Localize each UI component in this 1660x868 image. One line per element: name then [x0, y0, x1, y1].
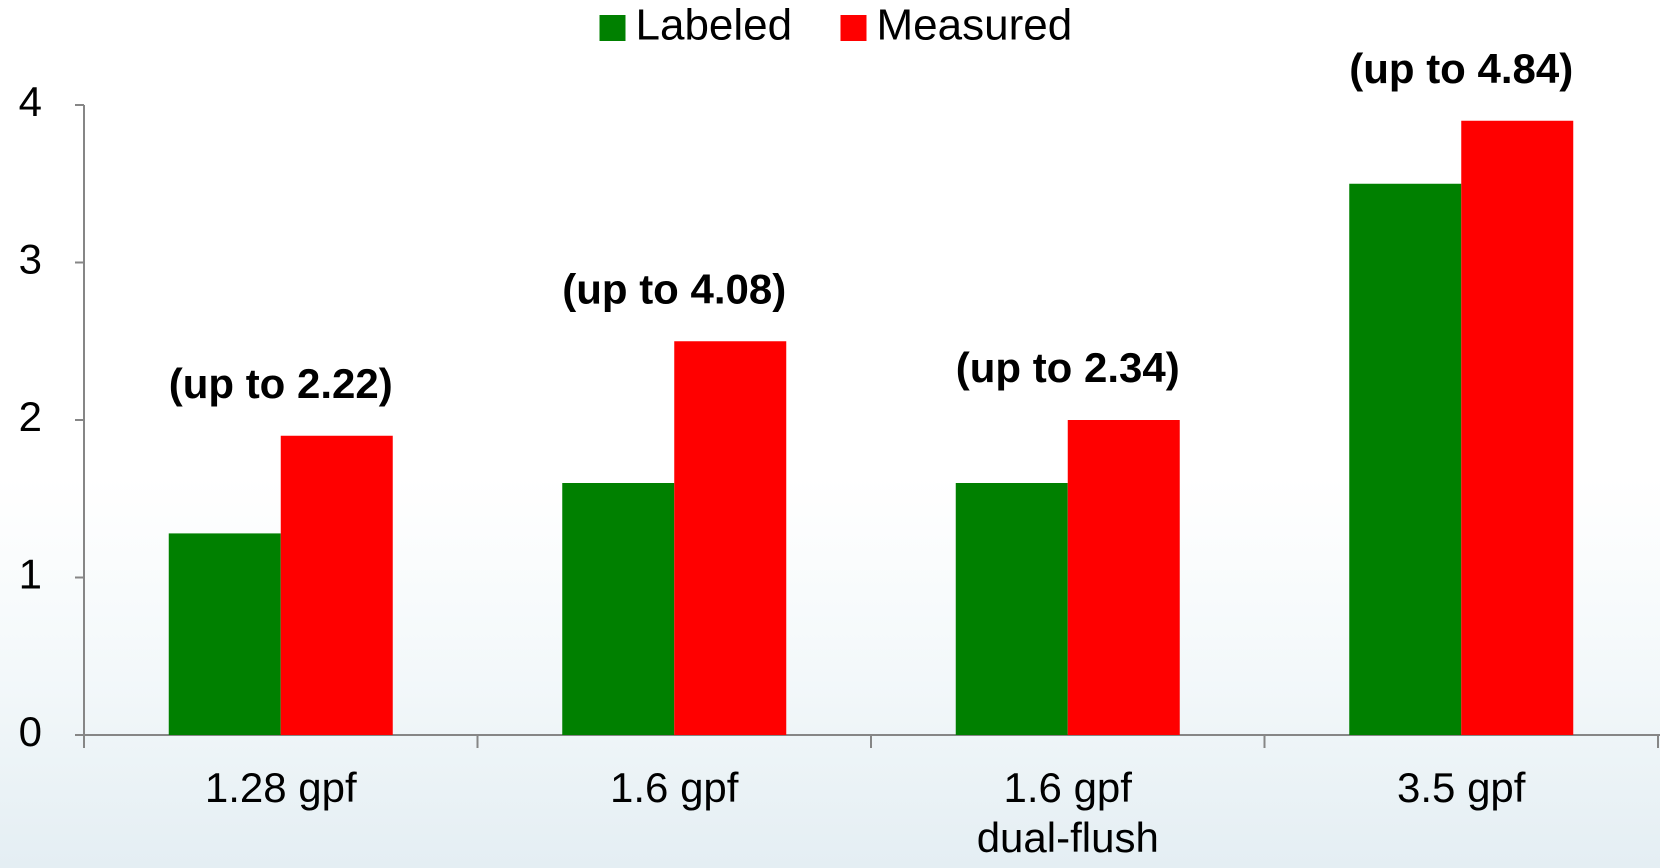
bar-labeled-4 — [1349, 183, 1462, 735]
x-category-label: 1.28 gpf — [205, 764, 357, 811]
bar-labeled-1 — [168, 533, 281, 735]
bar-measured-4 — [1461, 120, 1574, 735]
legend-label-labeled: Labeled — [636, 1, 793, 50]
y-tick-label: 0 — [19, 708, 42, 755]
annotation-label: (up to 2.34) — [956, 344, 1180, 391]
y-tick-label: 4 — [19, 78, 42, 125]
legend: Labeled Measured — [599, 1, 1073, 50]
y-tick-label: 1 — [19, 551, 42, 598]
y-tick-label: 3 — [19, 236, 42, 283]
bar-measured-3 — [1067, 420, 1180, 735]
legend-label-measured: Measured — [877, 1, 1073, 50]
bar-measured-2 — [674, 341, 787, 735]
bar-labeled-2 — [562, 483, 675, 735]
annotation-label: (up to 4.08) — [562, 265, 786, 312]
bars — [168, 120, 1574, 735]
annotation-label: (up to 2.22) — [169, 360, 393, 407]
annotation-label: (up to 4.84) — [1349, 45, 1573, 92]
legend-swatch-measured — [840, 15, 867, 41]
legend-swatch-labeled — [599, 15, 626, 41]
bar-labeled-3 — [955, 483, 1068, 735]
x-category-label: 1.6 gpf — [1004, 764, 1133, 811]
x-category-label: dual-flush — [977, 814, 1159, 861]
labels: 1.28 gpf (up to 2.22) 1.6 gpf (up to 4.08) 1… — [169, 45, 1574, 861]
y-tick-label: 2 — [19, 393, 42, 440]
x-category-label: 1.6 gpf — [610, 764, 739, 811]
x-category-label: 3.5 gpf — [1397, 764, 1526, 811]
bar-measured-1 — [280, 435, 393, 735]
